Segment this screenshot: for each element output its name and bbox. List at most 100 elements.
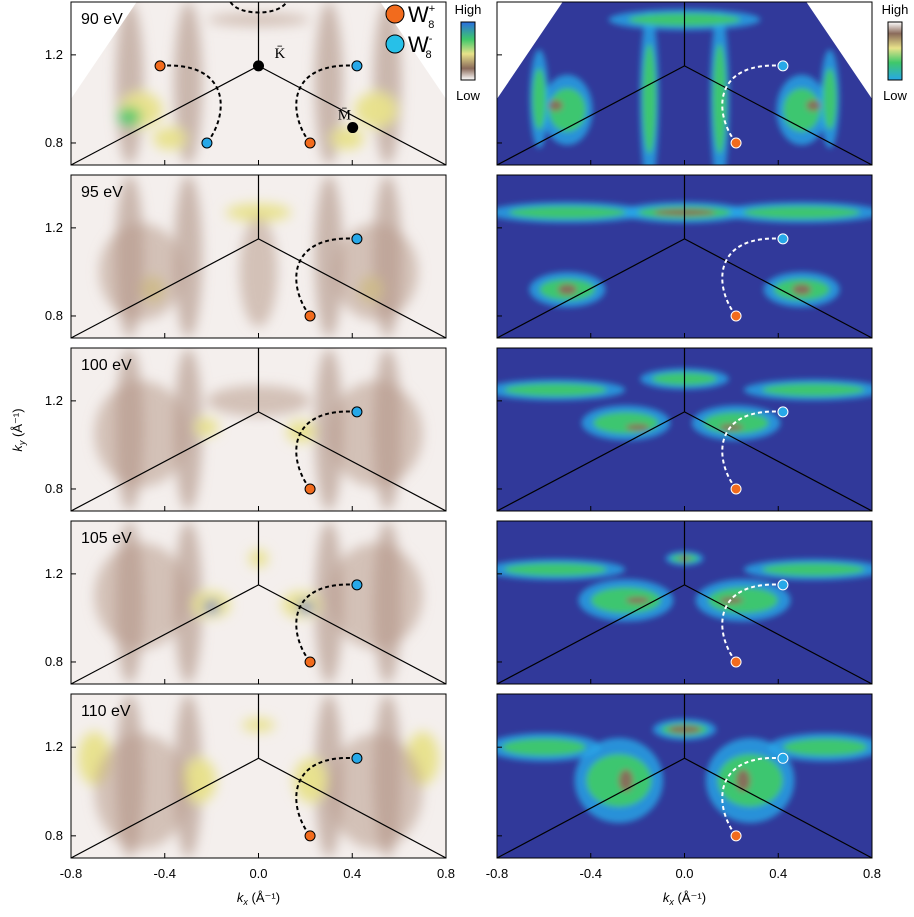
y-tick-label: 0.8	[45, 828, 63, 843]
weyl-connection-line	[159, 64, 222, 144]
bz-edge-line	[496, 584, 685, 685]
intensity-streak	[174, 175, 203, 338]
intensity-streak	[174, 521, 203, 684]
weyl-connection-line	[721, 410, 784, 490]
energy-label: 90 eV	[81, 11, 123, 28]
colorbar-high-label: High	[882, 2, 909, 17]
weyl-point-plus	[304, 483, 316, 495]
bz-edge-line	[684, 757, 873, 859]
intensity-blob	[99, 223, 184, 321]
intensity-map	[497, 201, 872, 308]
intensity-blob	[94, 733, 189, 850]
intensity-blob	[625, 596, 650, 604]
y-tick-label: 1.2	[45, 393, 63, 408]
intensity-blob	[328, 733, 423, 850]
weyl-point-minus	[201, 137, 213, 149]
intensity-blob	[331, 127, 364, 150]
panel-4-1	[497, 694, 872, 858]
intensity-blob	[642, 43, 657, 154]
m-point-marker	[347, 122, 359, 134]
intensity-blob	[761, 562, 865, 577]
weyl-point-plus	[304, 137, 316, 149]
intensity-blob	[618, 769, 633, 792]
intensity-blob	[195, 418, 219, 437]
x-tick-label: 0.0	[249, 866, 267, 881]
colorbar-low-label: Low	[456, 88, 480, 103]
weyl-point-plus	[730, 310, 742, 322]
x-axis-label: kx (Å⁻¹)	[237, 890, 280, 907]
intensity-blob	[782, 87, 821, 132]
bz-edge-line	[70, 238, 259, 339]
intensity-blob	[328, 381, 423, 487]
weyl-point-plus	[730, 137, 742, 149]
weyl-point-minus	[351, 579, 363, 591]
x-tick-label: 0.8	[863, 866, 881, 881]
y-axis-label: ky (Å⁻¹)	[10, 408, 27, 451]
intensity-blob	[504, 383, 608, 397]
bz-edge-line	[496, 757, 685, 859]
intensity-blob	[204, 601, 219, 613]
y-tick-label: 0.8	[45, 481, 63, 496]
weyl-connection-line	[721, 757, 784, 837]
intensity-blob	[736, 769, 751, 792]
k-point-label: K̄	[275, 46, 286, 62]
weyl-point-plus	[154, 60, 166, 72]
colorbar-high-label: High	[455, 2, 482, 17]
intensity-streak	[373, 2, 402, 165]
bz-edge-line	[258, 584, 447, 685]
intensity-blob	[782, 738, 868, 757]
bz-edge-line	[258, 411, 447, 512]
x-tick-label: -0.8	[486, 866, 508, 881]
intensity-blob	[354, 92, 397, 128]
bz-edge-line	[496, 65, 685, 166]
x-tick-label: -0.4	[580, 866, 602, 881]
colorbar-raw	[460, 21, 476, 81]
x-tick-label: 0.0	[675, 866, 693, 881]
intensity-map	[78, 694, 439, 858]
intensity-blob	[532, 68, 547, 130]
intensity-blob	[743, 205, 861, 220]
intensity-blob	[94, 381, 189, 487]
weyl-point-minus	[777, 60, 789, 72]
x-tick-label: -0.4	[154, 866, 176, 881]
weyl-connection-line	[295, 237, 358, 317]
weyl-point-plus	[730, 830, 742, 842]
weyl-point-plus	[730, 656, 742, 668]
y-tick-label: 1.2	[45, 566, 63, 581]
weyl-point-plus	[304, 310, 316, 322]
intensity-streak	[314, 521, 343, 684]
energy-label: 95 eV	[81, 184, 123, 201]
colorbar-derivative	[887, 21, 903, 81]
y-tick-label: 0.8	[45, 135, 63, 150]
weyl-point-minus	[351, 752, 363, 764]
intensity-blob	[548, 100, 563, 112]
weyl-point-minus	[351, 60, 363, 72]
weyl-point-minus	[351, 233, 363, 245]
intensity-blob	[508, 205, 626, 220]
m-point-label: M̄	[338, 108, 351, 124]
intensity-blob	[501, 738, 587, 757]
intensity-blob	[504, 562, 608, 577]
intensity-blob	[806, 100, 821, 112]
intensity-blob	[557, 284, 577, 296]
weyl-connection-line	[295, 757, 358, 837]
intensity-blob	[286, 420, 315, 443]
weyl-connection-line	[229, 1, 288, 14]
weyl-point-plus	[304, 656, 316, 668]
intensity-blob	[153, 127, 186, 150]
bz-edge-line	[684, 411, 873, 512]
legend-label: W-8	[408, 32, 433, 61]
bz-edge-line	[70, 584, 259, 685]
intensity-blob	[712, 43, 727, 154]
bz-edge-line	[70, 65, 259, 166]
weyl-point-minus	[777, 579, 789, 591]
weyl-point-minus	[777, 233, 789, 245]
legend-marker-minus	[385, 34, 405, 54]
weyl-point-minus	[777, 752, 789, 764]
intensity-map	[115, 2, 402, 165]
bz-edge-line	[684, 238, 873, 339]
bz-edge-line	[258, 238, 447, 339]
legend-label: W+ 8	[408, 2, 435, 31]
k-point-marker	[253, 60, 264, 72]
